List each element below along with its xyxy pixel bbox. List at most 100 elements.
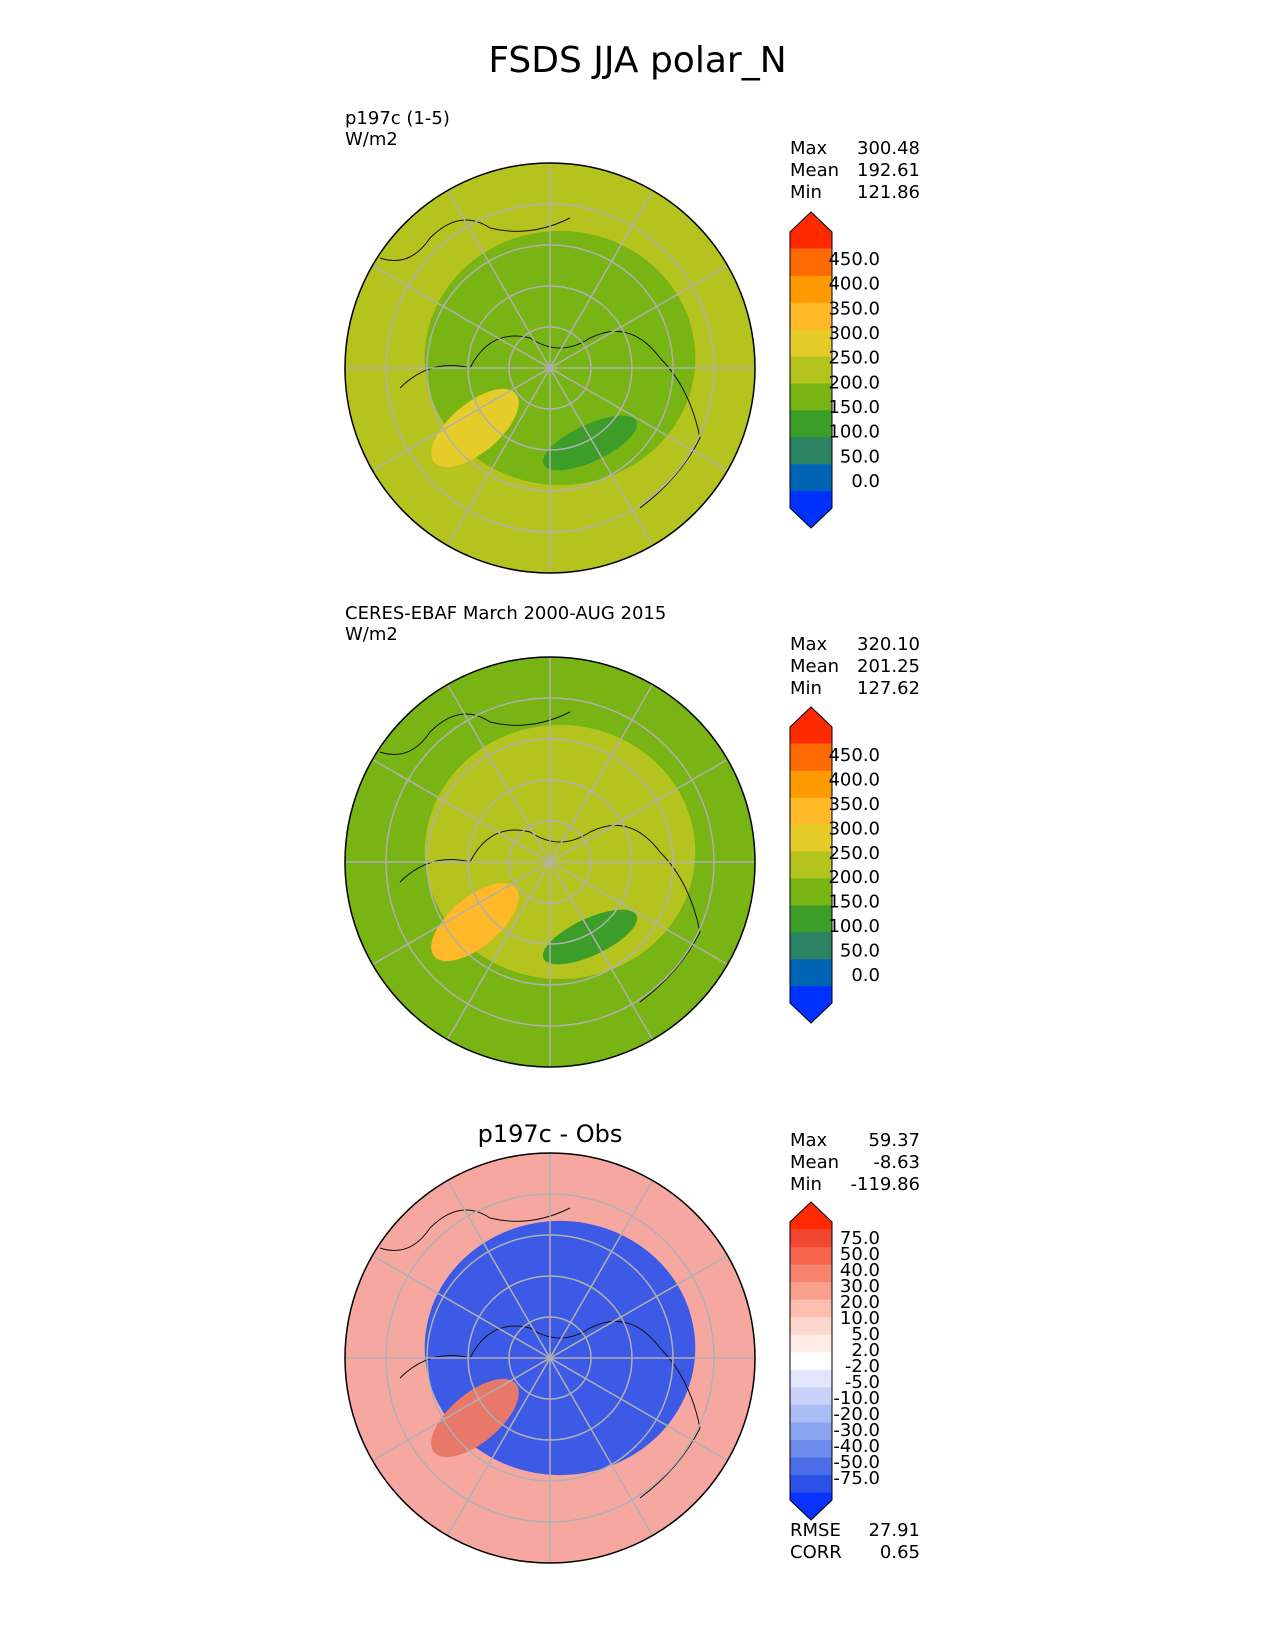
- colorbar-segment: [790, 437, 832, 465]
- colorbar-tick-label: 5.0: [851, 1324, 880, 1345]
- field-low-region: [542, 1405, 638, 1461]
- colorbar-tick-label: 30.0: [840, 1276, 880, 1297]
- colorbar-segment: [790, 212, 832, 249]
- colorbar-segment: [790, 1299, 832, 1318]
- colorbar-segment: [790, 1439, 832, 1458]
- colorbar-tick-label: 50.0: [840, 941, 880, 962]
- colorbar-tick-label: 150.0: [828, 892, 880, 913]
- colorbar-segment: [790, 1457, 832, 1476]
- stat-value: 320.10: [857, 634, 920, 655]
- colorbar-segment: [790, 707, 832, 744]
- colorbar-segment: [790, 1334, 832, 1353]
- colorbar-tick-label: 20.0: [840, 1292, 880, 1313]
- stat-key: Mean: [790, 160, 840, 181]
- panel-2-obs-name: CERES-EBAF March 2000-AUG 2015: [345, 603, 667, 624]
- stat-value: 201.25: [857, 656, 920, 677]
- colorbar-tick-label: -10.0: [833, 1388, 880, 1409]
- meridian-line: [372, 1254, 728, 1462]
- colorbar-segment: [790, 383, 832, 411]
- colorbar-1: 450.0 400.0 350.0 300.0 250.0 200.0 150.0 100.0…: [789, 211, 880, 529]
- panel-2-label: CERES-EBAF March 2000-AUG 2015 W/m2: [345, 603, 666, 645]
- stat-key: Min: [790, 1174, 822, 1195]
- colorbar-segment: [790, 1229, 832, 1248]
- colorbar-segment: [790, 959, 832, 987]
- colorbar-tick-label: 200.0: [828, 372, 880, 393]
- graticule: [345, 657, 755, 1067]
- colorbar-segment: [790, 1422, 832, 1441]
- stat-value: 127.62: [857, 678, 920, 699]
- colorbar-tick-label: -20.0: [833, 1404, 880, 1425]
- panel-1-stats: Max 300.48 Mean 192.61 Min 121.86: [790, 138, 920, 204]
- map-field: [345, 1153, 755, 1563]
- panel-1-units: W/m2: [345, 129, 398, 150]
- map-border: [344, 1152, 756, 1564]
- colorbar-tick-label: 0.0: [851, 471, 880, 492]
- field-low-region: [542, 415, 638, 471]
- meridian-line: [372, 264, 728, 472]
- colorbar-segment: [790, 1317, 832, 1336]
- colorbar-tick-label: 75.0: [840, 1228, 880, 1249]
- panel-3-title: p197c - Obs: [477, 1120, 623, 1148]
- stat-value: 121.86: [857, 182, 920, 203]
- coastline: [379, 711, 571, 755]
- colorbar-tick-label: 250.0: [828, 348, 880, 369]
- panel-2-stats: Max 320.10 Mean 201.25 Min 127.62: [790, 634, 920, 700]
- colorbar-tick-label: 50.0: [840, 1244, 880, 1265]
- colorbar-tick-label: -40.0: [833, 1436, 880, 1457]
- colorbar-segment: [790, 1369, 832, 1388]
- stat-row: CORR 0.65: [790, 1542, 920, 1564]
- colorbar-tick-label: 300.0: [828, 818, 880, 839]
- coastline: [379, 1207, 571, 1251]
- colorbar-tick-label: 40.0: [840, 1260, 880, 1281]
- stat-row: Max 59.37: [790, 1130, 920, 1152]
- panel-2-units: W/m2: [345, 624, 398, 645]
- colorbar-segment: [790, 1202, 832, 1230]
- stat-key: RMSE: [790, 1520, 841, 1541]
- panel-3-error-stats: RMSE 27.91 CORR 0.65: [790, 1520, 920, 1564]
- colorbar-segment: [790, 1492, 832, 1520]
- colorbar-tick-label: 350.0: [828, 298, 880, 319]
- colorbar-tick-label: 400.0: [828, 274, 880, 295]
- colorbar-segment: [790, 302, 832, 331]
- field-greenland: [431, 882, 519, 962]
- colorbar-tick-label: 150.0: [828, 397, 880, 418]
- map-field: [345, 657, 755, 1067]
- colorbar-segment: [790, 464, 832, 492]
- colorbar-tick-label: -2.0: [845, 1356, 880, 1377]
- graticule: [345, 1153, 755, 1563]
- colorbar-segment: [790, 797, 832, 826]
- stat-value: -119.86: [850, 1174, 920, 1195]
- colorbar-segment: [790, 851, 832, 879]
- coastline: [379, 217, 571, 261]
- stat-row: Mean 192.61: [790, 160, 920, 182]
- stat-key: Mean: [790, 656, 840, 677]
- stat-key: Mean: [790, 1152, 840, 1173]
- stat-value: 27.91: [868, 1520, 920, 1541]
- colorbar-3: 75.050.040.030.020.010.05.02.0-2.0-5.0-1…: [789, 1201, 880, 1521]
- colorbar-segment: [790, 410, 832, 438]
- colorbar-segment: [790, 1247, 832, 1266]
- colorbar-tick-label: 200.0: [828, 867, 880, 888]
- colorbar-2: 450.0 400.0 350.0 300.0 250.0 200.0 150.0 100.0…: [789, 706, 880, 1024]
- colorbar-segment: [790, 824, 832, 853]
- field-low-region: [542, 909, 638, 965]
- stat-key: Max: [790, 634, 828, 655]
- colorbar-tick-label: 0.0: [851, 965, 880, 986]
- stat-row: Min -119.86: [790, 1174, 920, 1196]
- stat-row: Min 121.86: [790, 182, 920, 204]
- colorbar-tick-label: 300.0: [828, 323, 880, 344]
- stat-row: Max 300.48: [790, 138, 920, 160]
- map-field: [345, 163, 755, 573]
- colorbar-tick-label: 50.0: [840, 446, 880, 467]
- colorbar-tick-label: 10.0: [840, 1308, 880, 1329]
- map-border: [344, 656, 756, 1068]
- colorbar-tick-label: 2.0: [851, 1340, 880, 1361]
- colorbar-tick-label: -75.0: [833, 1468, 880, 1489]
- colorbar-segment: [790, 329, 832, 358]
- colorbar-tick-label: 450.0: [828, 249, 880, 270]
- colorbar-segment: [790, 1282, 832, 1301]
- stat-key: CORR: [790, 1542, 842, 1563]
- panel-1-label: p197c (1-5) W/m2: [345, 108, 450, 150]
- colorbar-tick-label: -50.0: [833, 1452, 880, 1473]
